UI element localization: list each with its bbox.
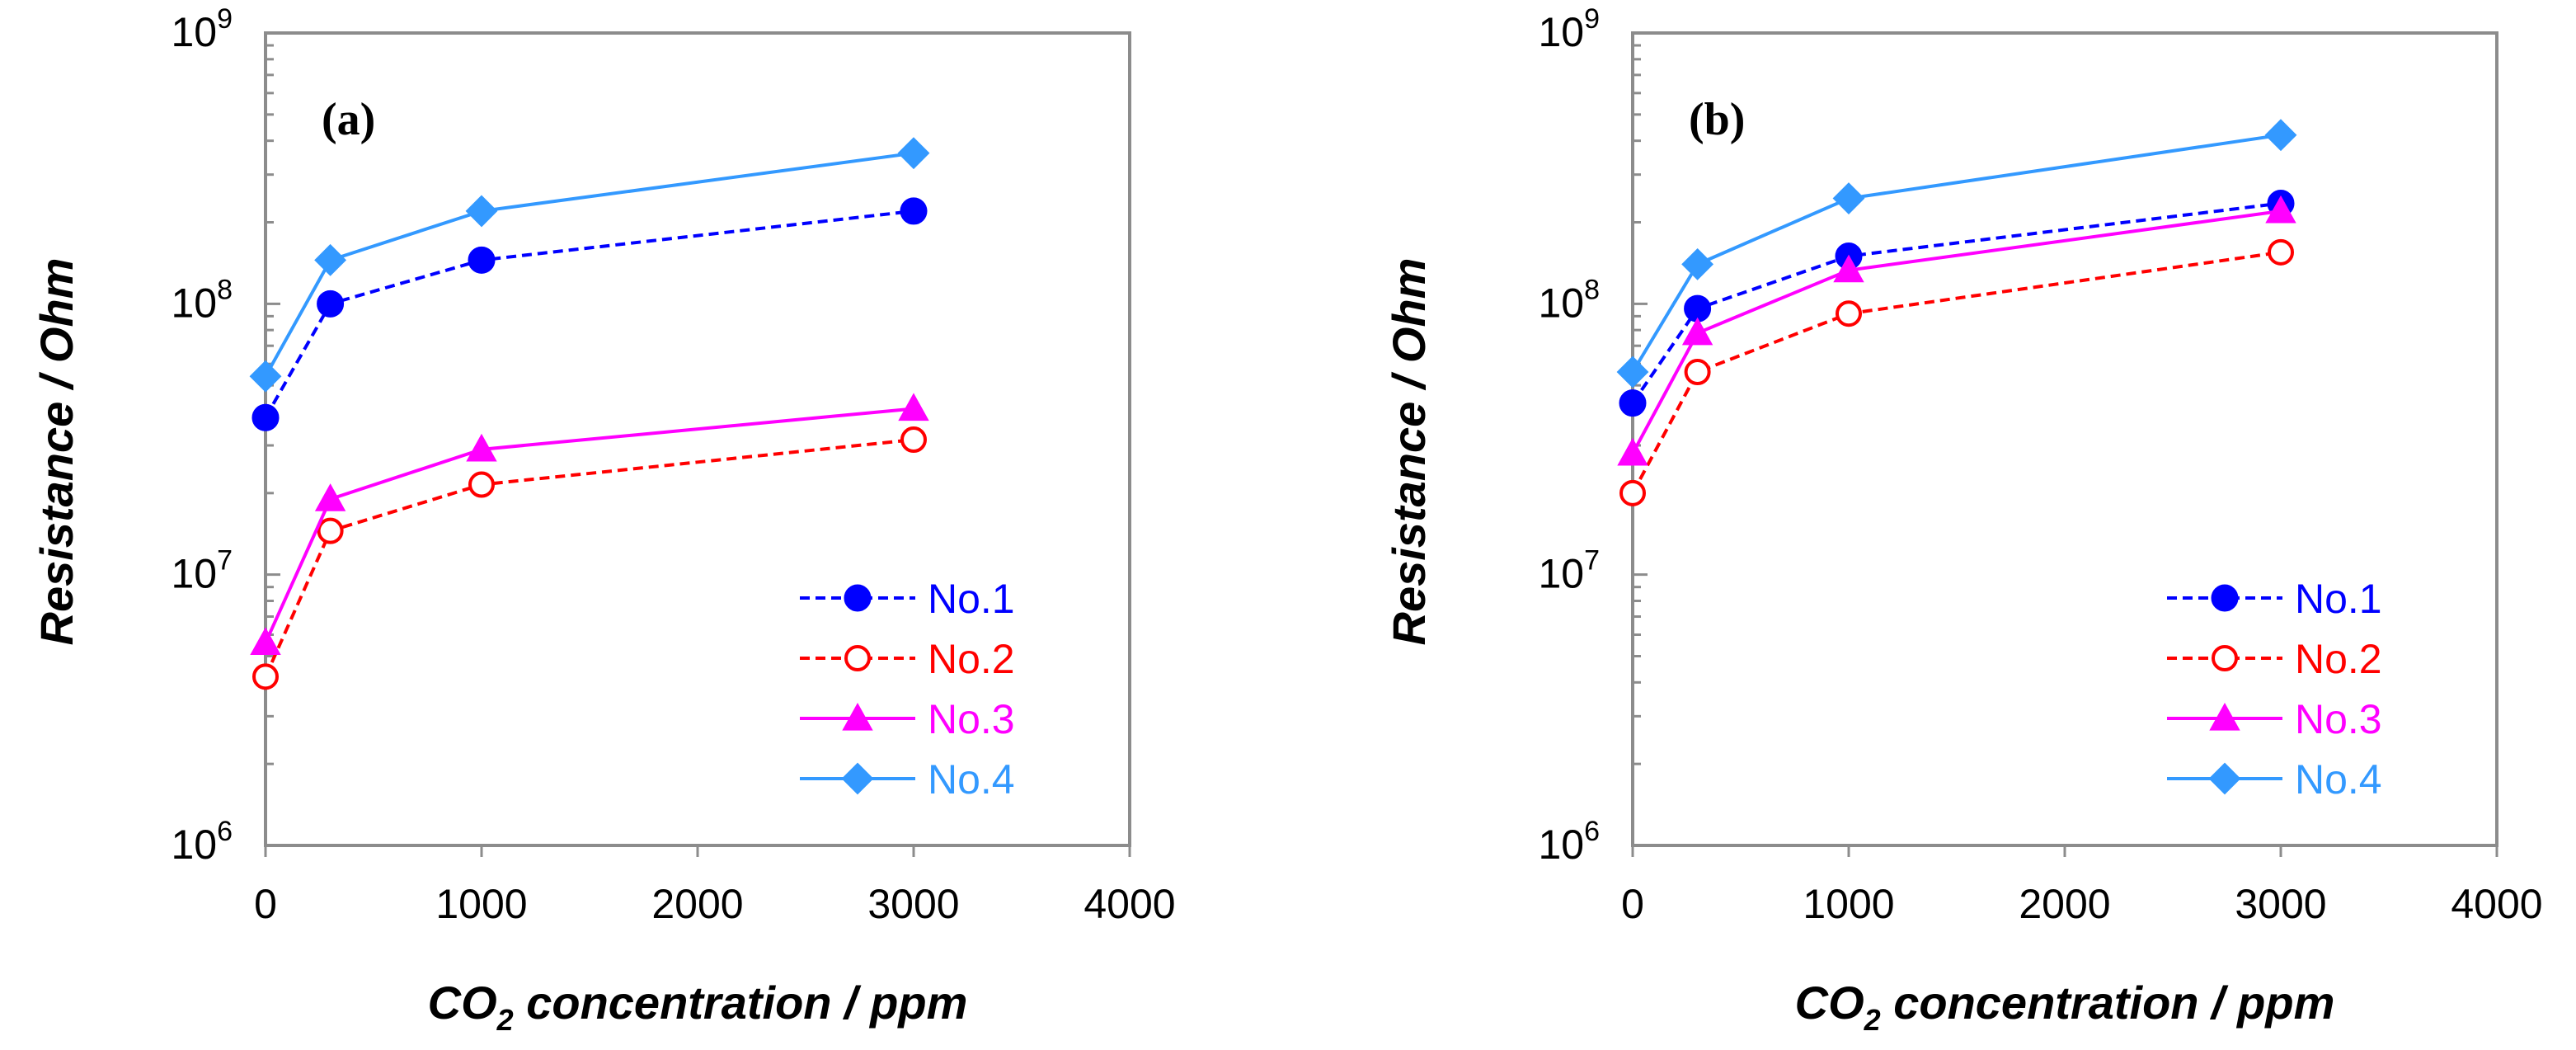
x-tick-label: 2000	[651, 881, 743, 927]
data-point	[317, 290, 345, 318]
data-point	[466, 433, 497, 462]
data-point	[1833, 254, 1864, 283]
legend-marker	[844, 645, 871, 671]
data-point	[251, 403, 280, 431]
series-line	[1631, 209, 2282, 454]
data-point	[900, 426, 927, 454]
data-point	[1684, 294, 1712, 323]
legend-marker	[2212, 645, 2238, 671]
data-point	[1836, 300, 1862, 327]
data-point	[900, 197, 928, 225]
data-point	[317, 517, 344, 544]
data-point	[465, 195, 498, 228]
data-point	[250, 627, 281, 655]
legend-label: No.1	[928, 576, 1015, 622]
y-tick-label: 109	[171, 3, 233, 55]
y-tick-label: 106	[171, 816, 233, 868]
x-tick-label: 2000	[2019, 881, 2110, 927]
series-no2	[1619, 238, 2294, 506]
x-tick-label: 4000	[1084, 881, 1175, 927]
data-point	[1619, 479, 1646, 506]
legend-label: No.4	[2295, 756, 2382, 803]
series-line	[1631, 133, 2282, 374]
data-point	[1619, 389, 1647, 417]
legend-label: No.3	[2295, 696, 2382, 742]
series-line	[264, 438, 914, 678]
y-axis-title: Resistance / Ohm	[1383, 258, 1435, 646]
x-tick-label: 0	[254, 881, 277, 927]
chart-panel-a: 106 107 108 109 0 1000 2000 3000 4000 CO2 concent…	[31, 3, 1176, 1037]
series-line	[264, 151, 914, 378]
x-axis-title: CO2 concentration / ppm	[1795, 977, 2335, 1037]
legend-label: No.3	[928, 696, 1015, 742]
y-tick-label: 107	[171, 545, 233, 597]
legend: No.1 No.2 No.3 No.4	[2167, 576, 2382, 803]
y-tick-label: 109	[1538, 3, 1600, 55]
y-axis-title: Resistance / Ohm	[31, 258, 82, 646]
x-tick-label: 3000	[2235, 881, 2326, 927]
data-point	[898, 393, 929, 421]
series-no4	[249, 137, 930, 393]
x-tick-label: 4000	[2451, 881, 2542, 927]
legend-marker	[2208, 762, 2241, 795]
y-tick-label: 106	[1538, 816, 1600, 868]
data-point	[1617, 437, 1648, 466]
series-no1	[251, 197, 928, 431]
series-no2	[252, 426, 927, 690]
data-point	[314, 243, 347, 276]
legend-label: No.2	[2295, 636, 2382, 682]
data-point	[2268, 238, 2294, 266]
panel-label: (b)	[1689, 94, 1745, 145]
y-tick-label: 108	[1538, 274, 1600, 326]
data-point	[897, 137, 930, 170]
series-no3	[250, 393, 929, 655]
series-line	[264, 407, 914, 644]
legend-label: No.4	[928, 756, 1015, 803]
legend-label: No.1	[2295, 576, 2382, 622]
series-line	[1631, 250, 2282, 494]
legend-label: No.2	[928, 636, 1015, 682]
data-point	[2265, 195, 2296, 224]
chart-panel-b: 106 107 108 109 0 1000 2000 3000 4000 CO2 concent…	[1383, 3, 2543, 1037]
legend: No.1 No.2 No.3 No.4	[800, 576, 1015, 803]
data-point	[1832, 182, 1865, 214]
legend-marker	[2211, 584, 2239, 612]
series-line	[264, 209, 914, 419]
y-tick-label: 108	[171, 274, 233, 326]
series-no3	[1617, 195, 2296, 466]
data-point	[468, 246, 496, 274]
data-point	[1681, 247, 1714, 280]
data-point	[314, 483, 346, 511]
series-line	[1631, 201, 2282, 404]
legend-marker	[844, 584, 872, 612]
data-point	[249, 360, 282, 393]
x-tick-label: 1000	[435, 881, 527, 927]
panel-label: (a)	[322, 94, 375, 145]
x-tick-label: 3000	[867, 881, 959, 927]
series-no4	[1616, 119, 2297, 388]
data-point	[468, 471, 495, 498]
x-tick-label: 1000	[1803, 881, 1894, 927]
x-axis-title: CO2 concentration / ppm	[428, 977, 968, 1037]
legend-marker	[842, 702, 873, 731]
legend-marker	[841, 762, 874, 795]
data-point	[1616, 355, 1649, 388]
legend-marker	[2209, 702, 2240, 731]
x-tick-label: 0	[1621, 881, 1644, 927]
data-point	[252, 663, 279, 690]
data-point	[1681, 317, 1713, 346]
data-point	[2264, 119, 2297, 152]
y-tick-label: 107	[1538, 545, 1600, 597]
data-point	[1684, 359, 1711, 386]
